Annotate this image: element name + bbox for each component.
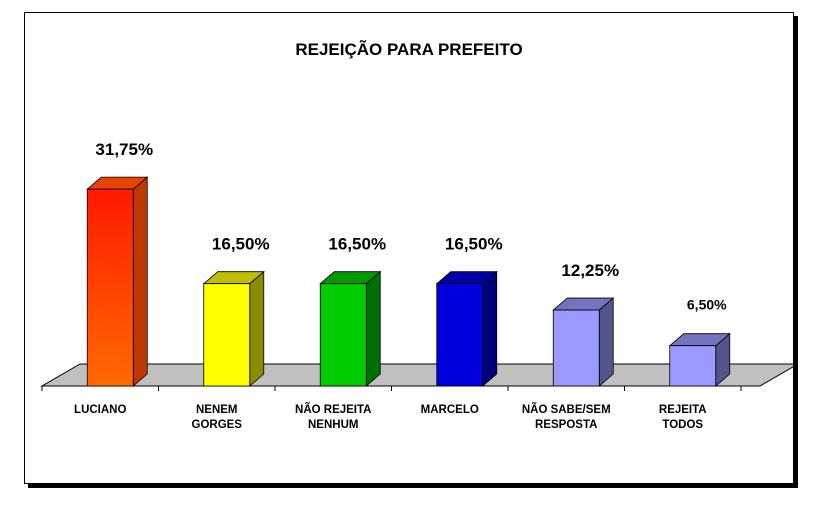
bar-front [203,283,251,387]
bar-front [669,345,717,387]
bar-front [319,283,367,387]
category-label-line: LUCIANO [74,404,126,416]
bar-front [86,188,134,387]
value-label-1: 31,75% [95,140,153,159]
bar-front [552,309,600,387]
category-label-5: NÃO SABE/SEM RESPOSTA [522,403,611,431]
bar-front [436,283,484,387]
bar-6 [668,332,731,387]
category-label-4: MARCELO [421,404,479,416]
category-label-line: NENEM [196,404,238,416]
bar-side [598,297,614,387]
bar-side [482,270,498,387]
bar-1 [86,176,149,387]
category-label-2: NENEM GORGES [192,404,243,431]
bar-side [132,176,148,387]
chart: REJEIÇÃO PARA PREFEITO 31,75% LUCIANO 16,5… [40,39,793,431]
category-label-line: REJEITA [659,404,707,416]
category-label-line: NÃO REJEITA [295,403,371,416]
category-label-1: LUCIANO [74,404,126,416]
category-label-line: NENHUM [308,419,358,431]
bar-3 [319,270,382,387]
bar-2 [202,270,265,387]
value-label-4: 16,50% [445,235,503,254]
chart-frame: REJEIÇÃO PARA PREFEITO 31,75% LUCIANO 16,5… [24,12,794,484]
value-label-3: 16,50% [328,235,386,254]
bar-side [249,270,265,387]
category-label-line: RESPOSTA [535,419,597,431]
category-label-3: NÃO REJEITA NENHUM [295,403,371,431]
category-label-line: NÃO SABE/SEM [522,403,611,416]
category-label-line: GORGES [192,419,243,431]
bar-side [365,270,381,387]
category-label-line: TODOS [662,419,703,431]
category-label-line: MARCELO [421,404,479,416]
value-label-2: 16,50% [212,235,270,254]
category-label-6: REJEITA TODOS [659,404,707,431]
value-label-6: 6,50% [687,297,727,313]
bar-5 [552,297,615,387]
chart-title: REJEIÇÃO PARA PREFEITO [295,39,522,59]
value-label-5: 12,25% [561,261,619,280]
bar-4 [435,270,498,387]
